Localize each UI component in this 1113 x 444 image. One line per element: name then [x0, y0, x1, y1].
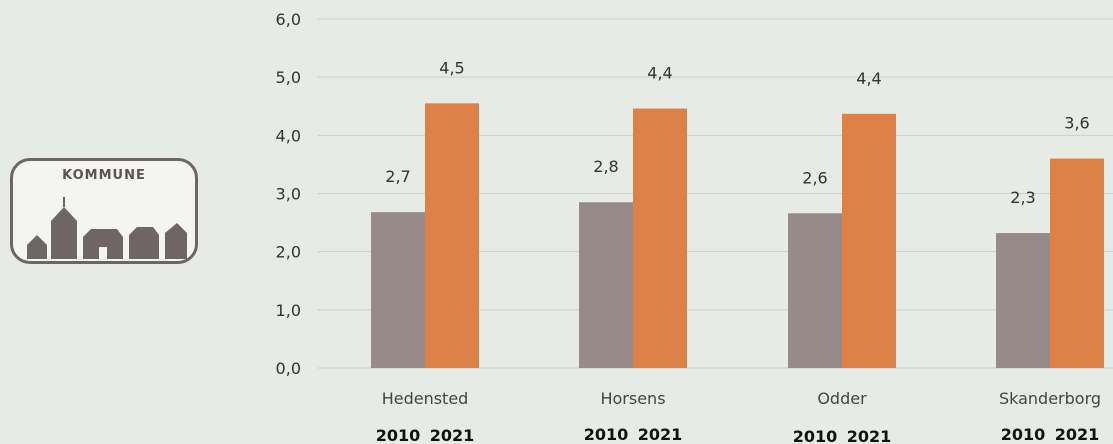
bar — [996, 233, 1050, 368]
y-tick-label: 1,0 — [276, 301, 301, 320]
category-label: Hedensted — [382, 389, 469, 408]
kommune-logo: KOMMUNE — [10, 158, 198, 264]
y-tick-label: 5,0 — [276, 68, 301, 87]
data-label: 2,3 — [1010, 188, 1035, 207]
data-label: 2,8 — [593, 157, 618, 176]
series-year-label: 2010 — [584, 425, 629, 444]
bar — [842, 113, 896, 368]
bar — [1050, 158, 1104, 368]
y-tick-label: 6,0 — [276, 10, 301, 29]
bar — [371, 212, 425, 368]
category-label: Horsens — [600, 389, 665, 408]
data-label: 2,6 — [802, 168, 827, 187]
series-year-label: 2010 — [376, 426, 421, 444]
data-label: 4,4 — [647, 64, 672, 83]
series-year-label: 2021 — [847, 427, 892, 444]
y-tick-label: 0,0 — [276, 359, 301, 378]
series-year-label: 2021 — [430, 426, 475, 444]
data-label: 2,7 — [385, 167, 410, 186]
data-label: 4,4 — [856, 69, 881, 88]
bar — [633, 108, 687, 369]
series-year-label: 2021 — [1055, 425, 1100, 444]
logo-text: KOMMUNE — [62, 168, 146, 183]
series-year-label: 2010 — [793, 427, 838, 444]
town-silhouette-icon — [27, 197, 187, 259]
data-label: 4,5 — [439, 58, 464, 77]
category-label: Skanderborg — [999, 389, 1101, 408]
series-year-label: 2021 — [638, 425, 683, 444]
data-label: 3,6 — [1064, 114, 1089, 133]
series-year-label: 2010 — [1001, 425, 1046, 444]
bar — [788, 213, 842, 368]
category-label: Odder — [817, 389, 867, 408]
y-tick-label: 3,0 — [276, 185, 301, 204]
bar — [425, 103, 479, 368]
bar — [579, 202, 633, 368]
y-tick-label: 4,0 — [276, 126, 301, 145]
y-tick-label: 2,0 — [276, 243, 301, 262]
